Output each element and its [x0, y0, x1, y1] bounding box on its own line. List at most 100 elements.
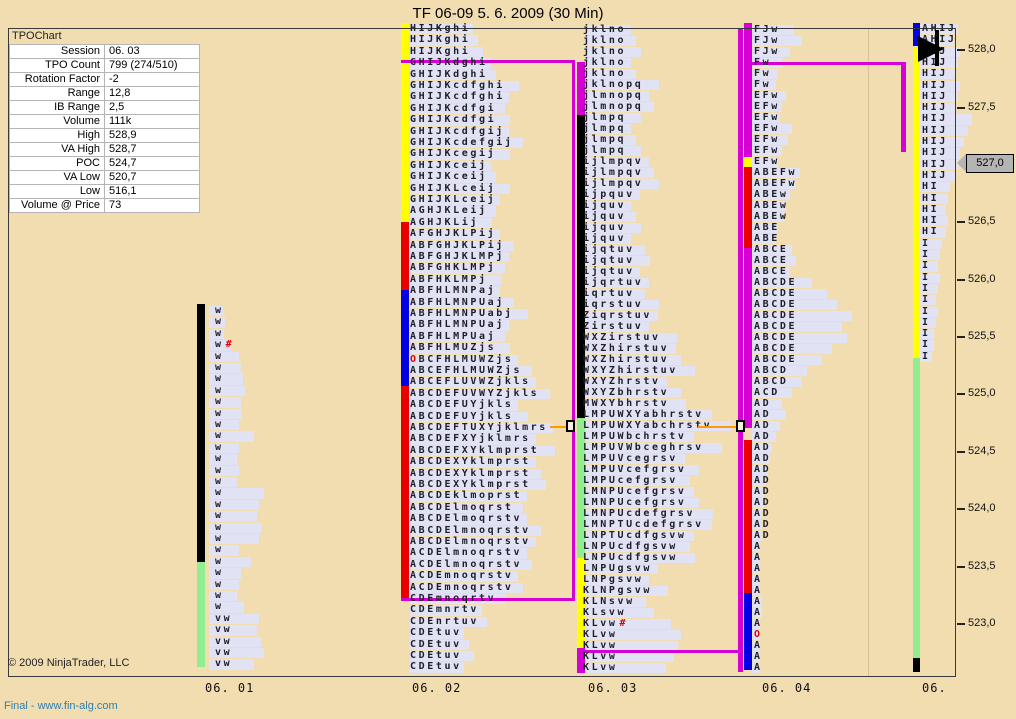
volume-bar	[410, 320, 509, 331]
info-value: 111k	[104, 114, 200, 129]
tpo-row: I	[922, 260, 931, 272]
tpo-row: HIJ	[922, 57, 948, 68]
price-label: 528,0	[968, 43, 996, 55]
tpo-row: A	[754, 618, 763, 629]
volume-bar	[920, 283, 938, 295]
volume-bar	[586, 597, 646, 607]
tpo-row: w	[215, 396, 224, 408]
volume-bar	[209, 420, 239, 431]
tpo-row: w	[215, 521, 224, 533]
brand-link[interactable]: Final - www.fin-alg.com	[4, 700, 118, 712]
volume-bar	[752, 344, 832, 354]
volume-bar	[410, 537, 536, 548]
volume-bar	[752, 641, 760, 651]
info-label: High	[9, 128, 105, 143]
value-area-line-right	[901, 62, 906, 152]
volume-bar	[410, 571, 518, 582]
volume-bar	[752, 377, 802, 387]
volume-bar	[209, 602, 244, 613]
volume-bar	[586, 410, 712, 420]
tpo-row: GHIJKcegij	[410, 148, 497, 160]
volume-bar	[752, 80, 776, 90]
tpo-row: A	[754, 552, 763, 563]
volume-bar	[752, 619, 760, 629]
volume-bar	[410, 217, 492, 229]
tpo-row: ABFHLMPUaj	[410, 330, 497, 342]
volume-bar	[209, 659, 254, 670]
volume-bar	[752, 322, 842, 332]
tpo-row: HIJ	[922, 79, 948, 91]
range-bar	[577, 558, 585, 648]
volume-bar	[586, 124, 631, 134]
volume-bar	[752, 91, 786, 101]
volume-bar	[410, 286, 500, 297]
tpo-row: GHIJKcdfghi	[410, 80, 505, 91]
tpo-row: vw	[215, 612, 233, 624]
session-label: 06.	[922, 681, 947, 695]
range-bar	[744, 593, 752, 670]
volume-bar	[410, 548, 527, 559]
volume-bar	[752, 443, 772, 453]
volume-bar	[209, 306, 223, 317]
chart-title: TF 06-09 5. 6. 2009 (30 Min)	[412, 5, 604, 22]
volume-bar	[920, 57, 958, 69]
volume-bar	[209, 477, 237, 488]
tpo-row: LMNPUcefgrsv	[583, 486, 687, 497]
price-tick	[957, 221, 965, 223]
volume-bar	[586, 388, 681, 398]
tpo-row: ABCDE	[754, 310, 798, 321]
tpo-row: LMPUWXYabhrstv	[583, 409, 704, 420]
price-label: 526,0	[968, 273, 996, 285]
volume-bar	[410, 354, 518, 365]
volume-bar	[752, 465, 768, 475]
volume-bar	[586, 586, 668, 596]
tpo-row: GHIJKLceij	[410, 194, 497, 205]
volume-bar	[209, 625, 257, 636]
volume-bar	[586, 190, 640, 200]
tpo-row: ABFHLMNPaj	[410, 285, 497, 297]
tpo-row: HIJ	[922, 124, 948, 136]
tpo-row: A	[754, 640, 763, 651]
volume-bar	[752, 333, 847, 343]
volume-bar	[752, 663, 760, 673]
session-link-line	[698, 426, 742, 428]
volume-bar	[209, 408, 242, 419]
tpo-row: GHIJKcdfgi	[410, 114, 497, 126]
tpo-row: WXYZhirstuv	[583, 365, 678, 376]
current-price-tag: 527,0	[966, 154, 1014, 173]
range-bar	[401, 290, 409, 386]
tpo-row: WXZhirstuv	[583, 354, 670, 365]
stats-row: High 528,9	[9, 128, 200, 143]
volume-bar	[586, 179, 659, 189]
tpo-row: Fw	[754, 57, 772, 68]
tpo-row: LMPUcefgrsv	[583, 475, 678, 486]
volume-bar	[410, 434, 536, 445]
volume-bar	[752, 256, 796, 266]
tpo-row: jklnopq	[583, 79, 644, 90]
volume-bar	[586, 608, 654, 618]
volume-bar	[752, 36, 802, 46]
volume-bar	[752, 311, 852, 321]
volume-bar	[209, 328, 224, 340]
info-value: 520,7	[104, 170, 200, 185]
tpo-row: I	[922, 339, 931, 351]
volume-bar	[209, 465, 239, 476]
tpo-row: ABCDE	[754, 299, 798, 310]
tpo-row: w	[215, 464, 224, 476]
tpo-row: AD	[754, 453, 772, 464]
tpo-row: ABCDEXYklmprst	[410, 456, 531, 468]
volume-bar	[209, 374, 243, 385]
tpo-row: ijqtuv	[583, 255, 635, 266]
session-link-line	[550, 426, 572, 428]
volume-bar	[920, 193, 948, 204]
volume-bar	[209, 499, 259, 511]
volume-bar	[752, 366, 807, 376]
tpo-row: GHIJKcdfghi	[410, 91, 505, 103]
tpo-row: EFw	[754, 156, 780, 167]
volume-bar	[209, 579, 239, 590]
volume-bar	[209, 442, 239, 454]
tpo-row: jlmpq	[583, 145, 627, 156]
tpo-row: w	[215, 407, 224, 419]
volume-bar	[586, 80, 659, 90]
